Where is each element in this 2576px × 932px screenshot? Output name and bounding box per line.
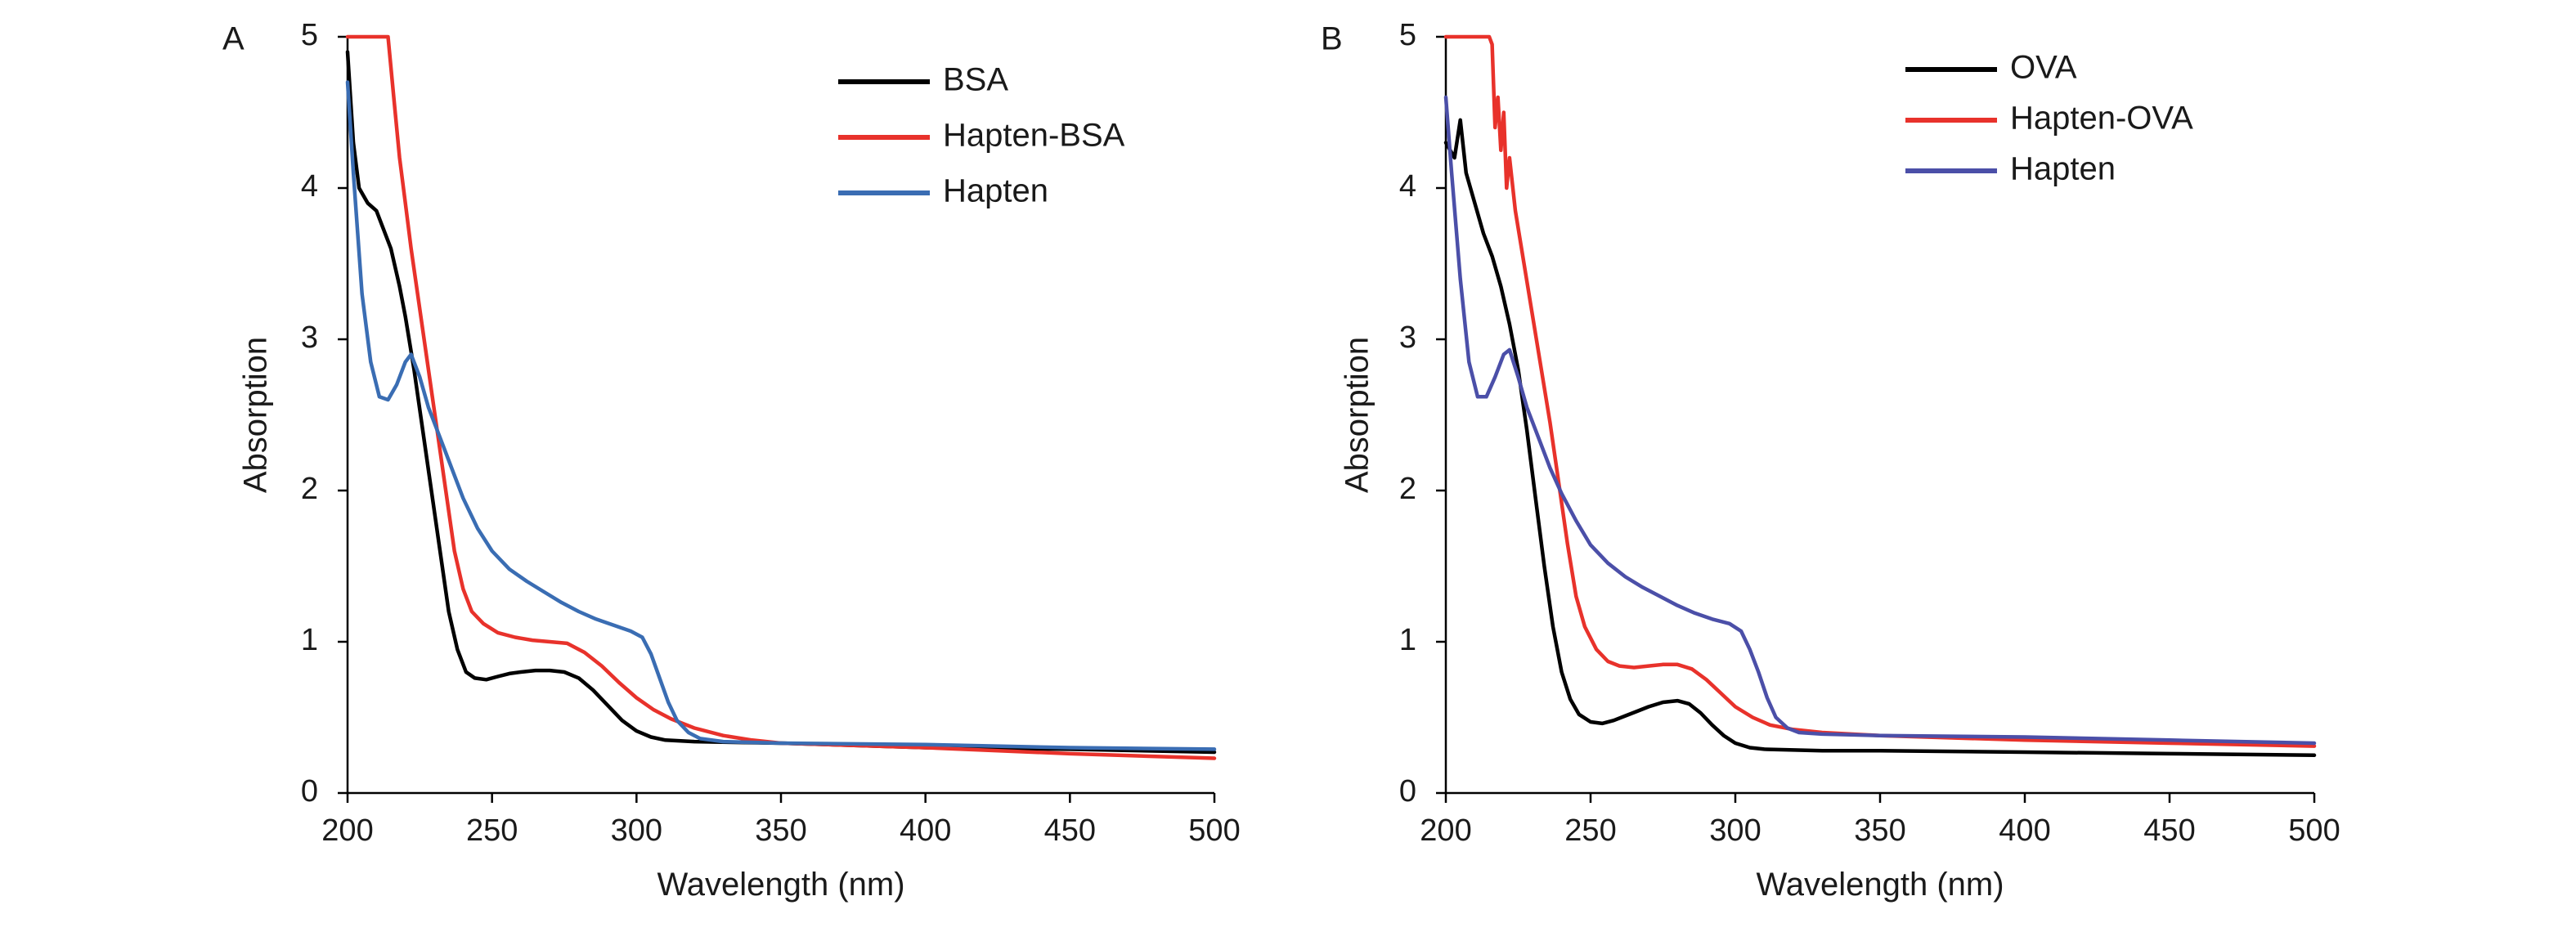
panel-b-x-axis-title: Wavelength (nm) [1756, 867, 2004, 903]
panel-b-legend-label-hapten: Hapten [2010, 151, 2116, 187]
panel-a: A 0 1 2 3 4 5 200 250 300 350 400 450 500 Wavelength (… [222, 18, 1241, 903]
panel-b-y-axis-title: Absorption [1340, 337, 1376, 493]
panel-b-x-tick-label: 200 [1420, 813, 1471, 848]
panel-b-y-tick-label: 2 [1399, 472, 1416, 506]
panel-b-y-tick-label: 1 [1399, 623, 1416, 657]
panel-b-series-line-hapten [1443, 95, 2317, 746]
panel-a-y-tick-label: 1 [301, 623, 318, 657]
panel-a-y-tick-label: 0 [301, 774, 318, 809]
panel-a-x-tick-label: 450 [1044, 813, 1096, 848]
panel-a-x-tick-label: 350 [755, 813, 806, 848]
panel-b-x-tick-label: 350 [1854, 813, 1905, 848]
panel-a-y-tick-label: 5 [301, 18, 318, 52]
panel-b-y-tick-label: 4 [1399, 169, 1416, 204]
panel-b-series-line-ova [1443, 118, 2317, 758]
panel-a-y-tick-label: 3 [301, 320, 318, 355]
panel-a-series-line-hapten [345, 80, 1217, 751]
panel-a-letter: A [222, 21, 245, 57]
panel-a-x-tick-label: 300 [611, 813, 662, 848]
panel-b-x-tick-label: 300 [1709, 813, 1761, 848]
panel-b-y-tick-label: 5 [1399, 18, 1416, 52]
panel-a-legend-label-hapten: Hapten [943, 173, 1048, 209]
panel-a-y-tick-label: 4 [301, 169, 318, 204]
panel-a-y-axis-title: Absorption [238, 337, 274, 493]
panel-a-x-tick-label: 200 [321, 813, 373, 848]
panel-b-series-line-hapten-ova [1443, 34, 2317, 748]
panel-a-series-line-hapten-bsa [345, 34, 1217, 760]
panel-b-letter: B [1321, 21, 1343, 57]
panel-b-x-tick-label: 500 [2288, 813, 2340, 848]
panel-a-x-axis-title: Wavelength (nm) [657, 867, 904, 903]
panel-b-x-tick-label: 450 [2143, 813, 2195, 848]
panel-b-y-tick-label: 3 [1399, 320, 1416, 355]
panel-b-x-tick-label: 250 [1564, 813, 1616, 848]
panel-a-x-tick-label: 250 [466, 813, 518, 848]
panel-b-y-tick-label: 0 [1399, 774, 1416, 809]
panel-a-x-tick-label: 400 [900, 813, 951, 848]
panel-a-series-line-bsa [345, 50, 1217, 755]
panel-a-x-tick-label: 500 [1188, 813, 1240, 848]
panel-a-y-tick-label: 2 [301, 472, 318, 506]
panel-a-legend-label-hapten-bsa: Hapten-BSA [943, 118, 1125, 154]
panel-b-x-tick-label: 400 [1999, 813, 2050, 848]
panel-a-legend-label-bsa: BSA [943, 62, 1008, 98]
panel-b-legend-label-ova: OVA [2010, 50, 2077, 86]
panel-b-legend-label-hapten-ova: Hapten-OVA [2010, 101, 2193, 137]
panel-b: B 0 1 2 3 4 5 200 250 300 350 400 450 500 Wavelength (… [1321, 18, 2340, 903]
